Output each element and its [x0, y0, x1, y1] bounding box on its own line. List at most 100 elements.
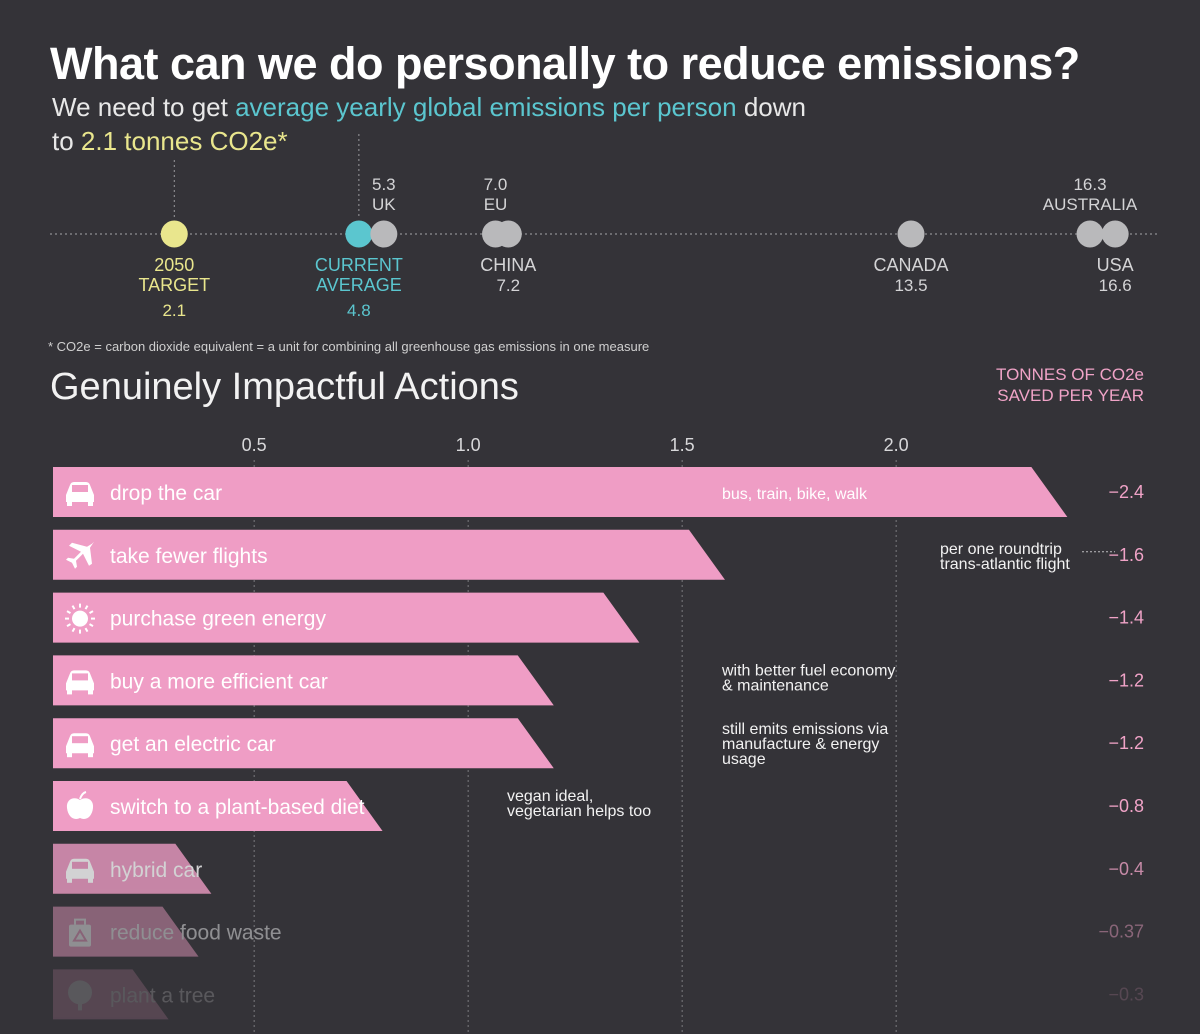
point-label: USA: [1097, 255, 1134, 275]
bar-row-plant-a-tree: plant a tree −0.3: [53, 969, 1144, 1020]
bar-annotation: per one roundtrip: [940, 541, 1062, 558]
point-value: 4.8: [347, 301, 371, 320]
bar-row-get-an-electric-car: get an electric car −1.2 still emits emiss…: [53, 718, 1144, 769]
bar-row-drop-the-car: drop the car −2.4 bus, train, bike, walk: [53, 467, 1144, 517]
bar-annotation: vegan ideal,: [507, 788, 593, 805]
subtitle-text: We need to get: [52, 92, 236, 122]
x-tick-label: 0.5: [242, 435, 267, 455]
bar-value-label: −0.4: [1108, 859, 1144, 879]
bar-value-label: −0.37: [1098, 922, 1144, 942]
page-title: What can we do personally to reduce emis…: [50, 38, 1080, 89]
car-icon-window: [72, 485, 88, 492]
bar-value-label: −1.6: [1108, 545, 1144, 565]
point-label: AVERAGE: [316, 275, 402, 295]
bar-value-label: −0.8: [1108, 796, 1144, 816]
car-icon-window: [72, 736, 88, 744]
point-canada: [897, 220, 925, 248]
sun-icon-ray: [84, 605, 89, 610]
bar-row-switch-to-a-plant-based-diet: switch to a plant-based diet −0.8 vegan id…: [53, 781, 1144, 831]
subtitle-highlight-target: 2.1 tonnes CO2e*: [80, 126, 288, 156]
bar: [53, 781, 383, 831]
bar: [53, 592, 640, 643]
bar-label: plant a tree: [110, 984, 215, 1007]
subtitle-highlight-average: average yearly global emissions per pers…: [235, 92, 737, 122]
bar-label: drop the car: [110, 482, 222, 505]
units-label: TONNES OF CO2e SAVED PER YEAR: [996, 364, 1144, 406]
subtitle-line-1: We need to get average yearly global emi…: [52, 92, 806, 123]
point-china: [494, 220, 522, 248]
bar-annotation: trans-atlantic flight: [940, 556, 1070, 573]
point-label: AUSTRALIA: [1043, 195, 1138, 214]
plane-icon-shape: [66, 541, 94, 569]
point-uk: [370, 220, 398, 248]
bar-annotation: manufacture & energy: [722, 736, 879, 753]
bar-annotation: bus, train, bike, walk: [722, 486, 868, 503]
bar-label: reduce food waste: [110, 922, 282, 945]
recycle-icon-symbol: [72, 928, 88, 942]
point-label: TARGET: [138, 275, 210, 295]
point-label: UK: [372, 195, 396, 214]
sun-icon-ray: [66, 610, 71, 614]
car-icon-window: [72, 673, 88, 681]
car-icon-wheel: [88, 501, 93, 506]
bar: [53, 718, 554, 769]
bar-row-take-fewer-flights: take fewer flights −1.6 per one roundtript…: [53, 529, 1144, 580]
bar-annotation: still emits emissions via: [722, 721, 888, 738]
point-value: 7.0: [484, 175, 508, 194]
subtitle-text: to: [52, 126, 81, 156]
x-tick-label: 1.0: [456, 435, 481, 455]
car-icon-wheel: [67, 501, 72, 506]
x-tick-label: 1.5: [670, 435, 695, 455]
car-icon-wheel: [88, 752, 93, 758]
bar-label: hybrid car: [110, 859, 202, 882]
sun-icon-ray: [66, 623, 71, 627]
point-value: 13.5: [894, 276, 927, 295]
bar-value-label: −0.3: [1108, 984, 1144, 1004]
subtitle-line-2: to 2.1 tonnes CO2e*: [52, 126, 288, 157]
bar-row-buy-a-more-efficient-car: buy a more efficient car −1.2 with better …: [53, 655, 1144, 706]
point-label: CURRENT: [315, 255, 403, 275]
bar-label: purchase green energy: [110, 608, 326, 631]
sun-icon-ray: [89, 610, 94, 614]
car-icon-window: [72, 861, 88, 869]
bar: [53, 467, 1068, 517]
sun-icon-ray: [71, 627, 76, 633]
point-value: 2.1: [162, 301, 186, 320]
car-icon-wheel: [67, 689, 72, 695]
point-current-average: [345, 220, 373, 248]
car-icon-wheel: [67, 752, 72, 758]
bar-label: buy a more efficient car: [110, 670, 328, 693]
tree-icon-trunk: [78, 1002, 82, 1011]
bar-label: switch to a plant-based diet: [110, 796, 365, 819]
bar-value-label: −1.2: [1108, 670, 1144, 690]
bar: [53, 969, 169, 1020]
point-value: 16.3: [1073, 175, 1106, 194]
sun-icon-ray: [84, 627, 89, 633]
units-label-line-2: SAVED PER YEAR: [997, 386, 1144, 405]
bar: [53, 655, 554, 706]
point-label: CANADA: [874, 255, 949, 275]
bar: [53, 906, 199, 957]
tree-icon-crown: [68, 980, 92, 1005]
sun-icon-ray: [71, 605, 76, 610]
bar-label: take fewer flights: [110, 545, 268, 568]
car-icon-wheel: [88, 689, 93, 695]
point-label: 2050: [154, 255, 194, 275]
bar-value-label: −2.4: [1108, 482, 1144, 502]
point-label: EU: [484, 195, 508, 214]
bar-value-label: −1.4: [1108, 608, 1144, 628]
apple-icon-body: [66, 798, 94, 819]
subtitle-text: down: [736, 92, 806, 122]
bar-annotation: & maintenance: [722, 677, 829, 694]
car-icon-wheel: [88, 877, 93, 883]
point-2050-target: [160, 220, 188, 248]
bar-row-reduce-food-waste: reduce food waste −0.37: [53, 906, 1144, 957]
point-australia: [1076, 220, 1104, 248]
footnote: * CO2e = carbon dioxide equivalent = a u…: [48, 339, 650, 354]
apple-icon-stem: [79, 791, 87, 800]
bar: [53, 529, 725, 580]
bag-icon-body: [69, 924, 91, 947]
bar-value-label: −1.2: [1108, 733, 1144, 753]
